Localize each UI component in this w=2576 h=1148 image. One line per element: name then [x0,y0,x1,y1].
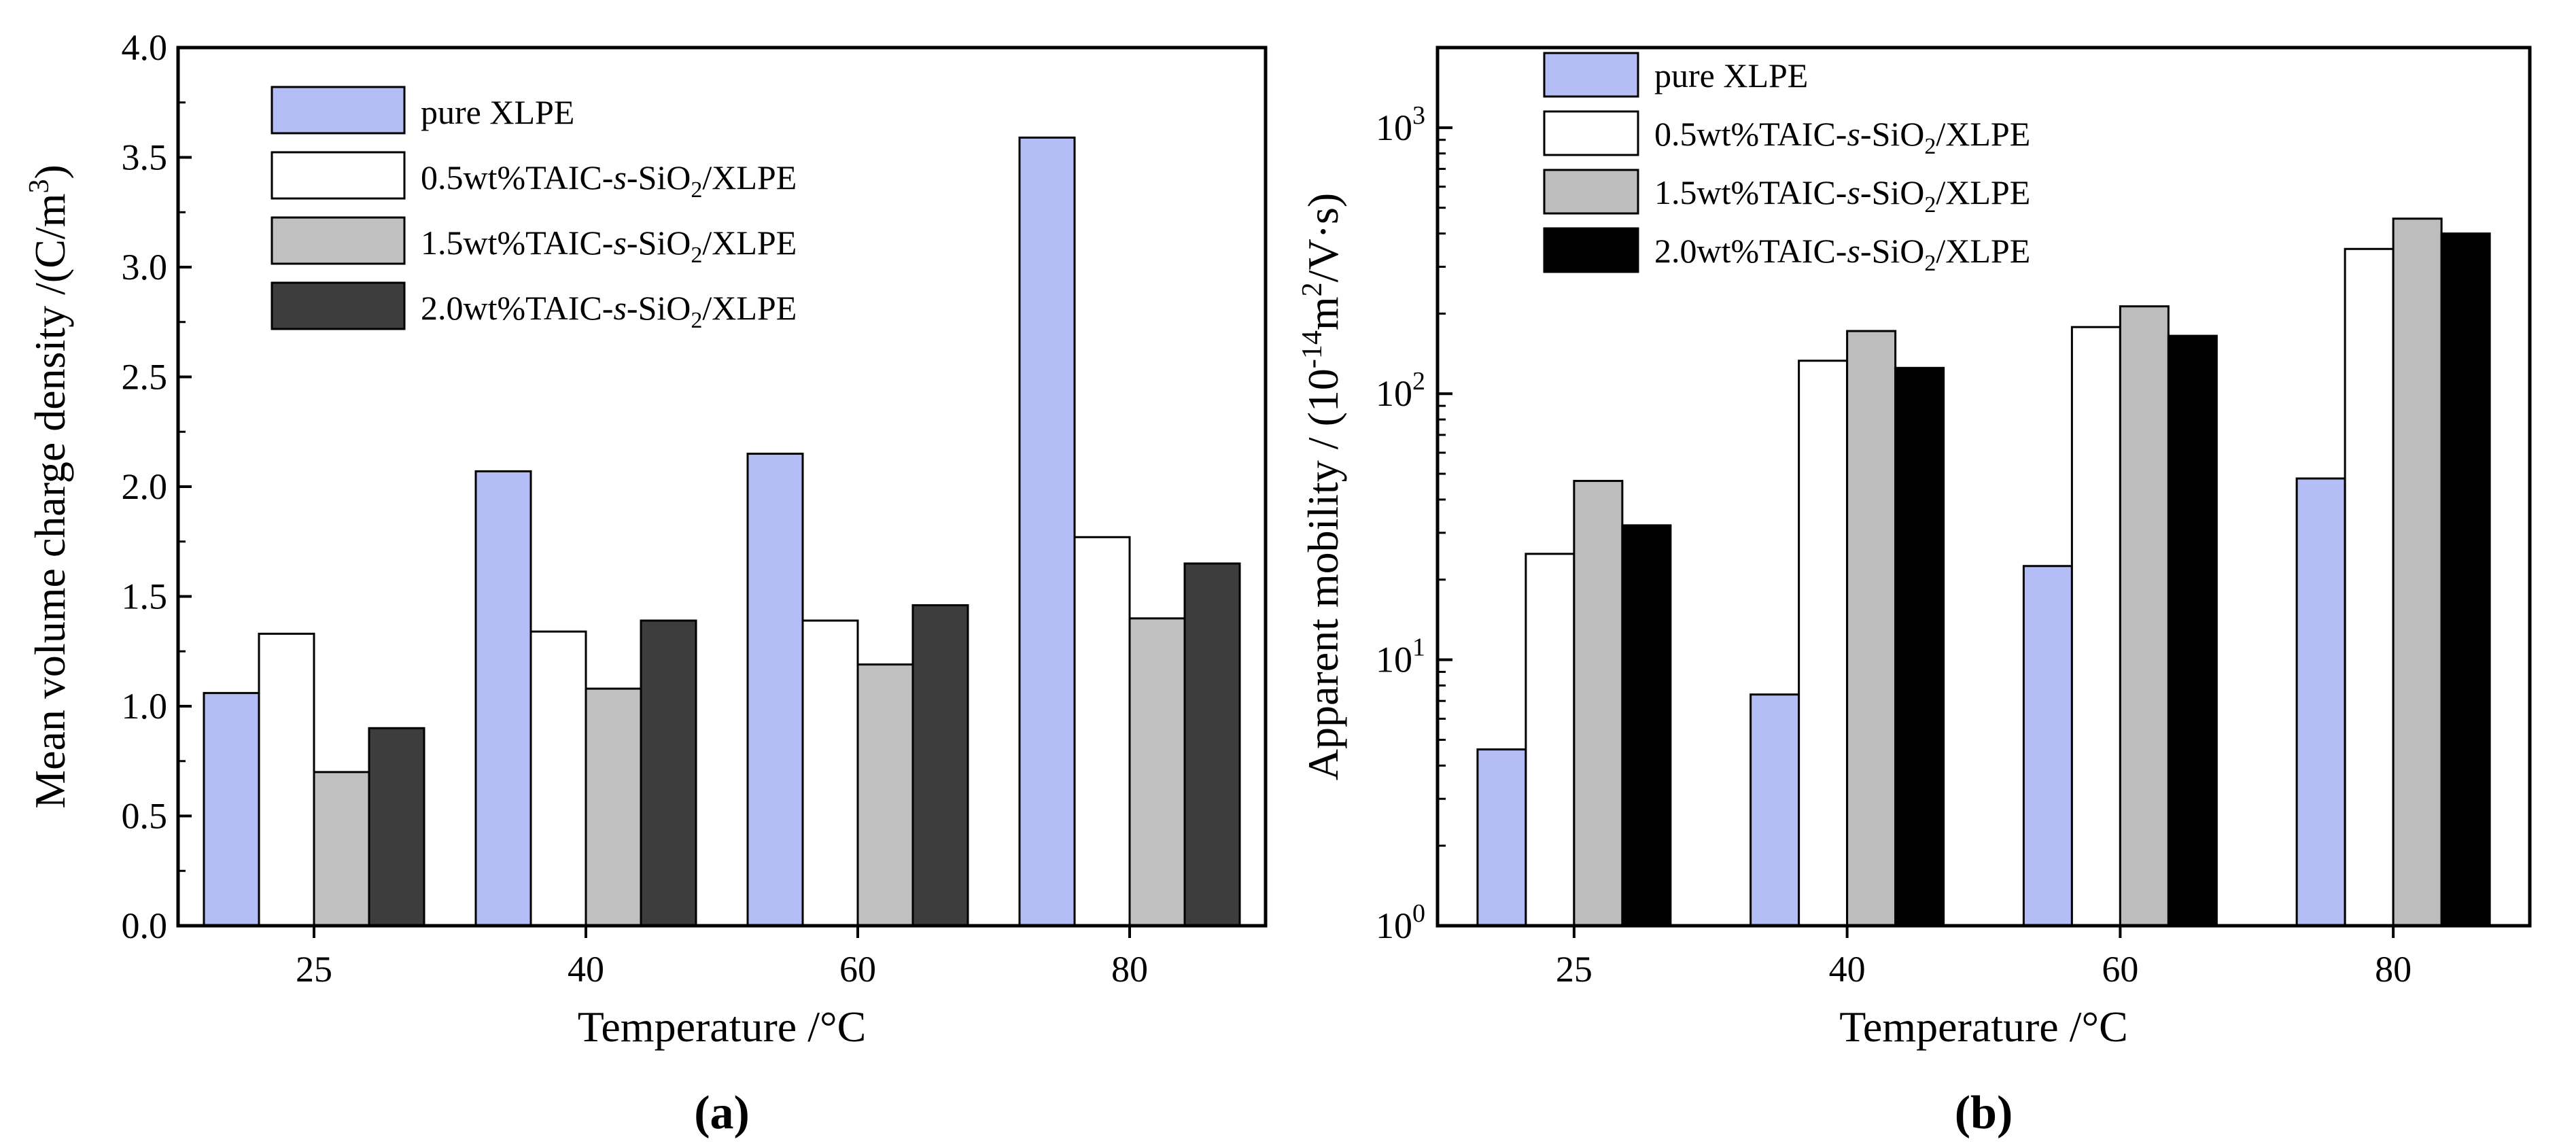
bar [258,632,315,927]
y-tick-label: 2.0 [122,466,168,507]
x-axis-title: Temperature /°C [578,1003,867,1051]
bar [313,771,370,927]
legend-swatch [1543,169,1639,215]
bar [1750,693,1800,927]
panel-label: (a) [694,1087,750,1139]
bar [1018,136,1076,927]
x-tick-label: 40 [1829,949,1866,990]
x-tick-label: 40 [568,949,604,990]
bar [1798,360,1849,927]
legend-swatch [1543,227,1639,273]
bar [2295,477,2346,927]
plot-frame [176,46,1268,928]
legend-swatch [271,151,406,200]
x-tick-label: 25 [296,949,332,990]
y-tick-label: 3.0 [122,247,168,288]
bar [2440,232,2491,927]
bar [1894,366,1945,927]
x-tick-label: 80 [1111,949,1148,990]
legend-label: 1.5wt%TAIC-s-SiO2/XLPE [1654,173,2030,218]
legend-label: pure XLPE [421,93,574,131]
y-tick-label: 101 [1376,633,1425,680]
bar [911,604,969,927]
legend-swatch [271,281,406,330]
chart-panel-b: 25 40 60 80 100 101 102 103 Temperature /°C Appar… [1297,46,2532,1139]
y-axis-title: Apparent mobility / (10-14m2/V·s) [1297,193,1347,780]
y-tick-label: 3.5 [122,137,168,178]
bar [529,630,587,927]
bar [856,663,914,927]
x-axis-title: Temperature /°C [1839,1003,2128,1051]
y-tick-label: 0.0 [122,905,168,946]
x-tick-label: 60 [839,949,876,990]
y-tick-label: 0.5 [122,796,168,837]
bar [640,619,697,927]
bar [2119,305,2170,927]
y-tick-label: 4.0 [122,27,168,68]
bar [1476,748,1527,927]
bar [801,619,859,927]
bar [746,453,804,927]
legend-label: 1.5wt%TAIC-s-SiO2/XLPE [421,224,797,268]
bar [2022,565,2073,927]
bar [585,687,642,927]
y-tick-label: 1.5 [122,576,168,617]
y-tick-label: 103 [1376,101,1425,148]
chart-panel-a: 25 40 60 80 0.0 0.5 1.0 1.5 2.0 2.5 3.0 3.5 4.0 Tempe… [24,27,1268,1139]
y-tick-label: 1.0 [122,686,168,727]
bar [1128,617,1186,927]
x-tick-label: 25 [1556,949,1592,990]
bar [1621,524,1672,927]
bar [2070,326,2121,927]
legend-swatch [1543,110,1639,156]
y-tick-label: 102 [1376,367,1425,414]
legend-label: 0.5wt%TAIC-s-SiO2/XLPE [1654,115,2030,159]
x-tick-label: 80 [2375,949,2412,990]
plot-frame [1435,46,2532,928]
bar [1846,330,1897,927]
bar [1525,553,1576,927]
legend-label: 2.0wt%TAIC-s-SiO2/XLPE [421,289,797,333]
legend-swatch [271,86,406,135]
legend-label: 2.0wt%TAIC-s-SiO2/XLPE [1654,232,2030,276]
bar [1073,536,1131,927]
legend-label: pure XLPE [1654,56,1808,94]
y-axis-title: Mean volume charge density /(C/m3) [24,164,74,809]
x-tick-label: 60 [2102,949,2138,990]
legend-swatch [1543,52,1639,98]
bar [368,727,425,927]
bar [2344,247,2395,927]
y-tick-label: 100 [1376,899,1425,946]
legend-swatch [271,216,406,265]
panel-label: (b) [1955,1087,2013,1139]
bar [2167,334,2218,927]
legend-label: 0.5wt%TAIC-s-SiO2/XLPE [421,158,797,203]
bar [1183,562,1241,927]
bar [2392,218,2443,927]
y-tick-label: 2.5 [122,357,168,398]
bar [1573,480,1624,927]
bar [474,470,532,927]
bar [203,692,260,927]
